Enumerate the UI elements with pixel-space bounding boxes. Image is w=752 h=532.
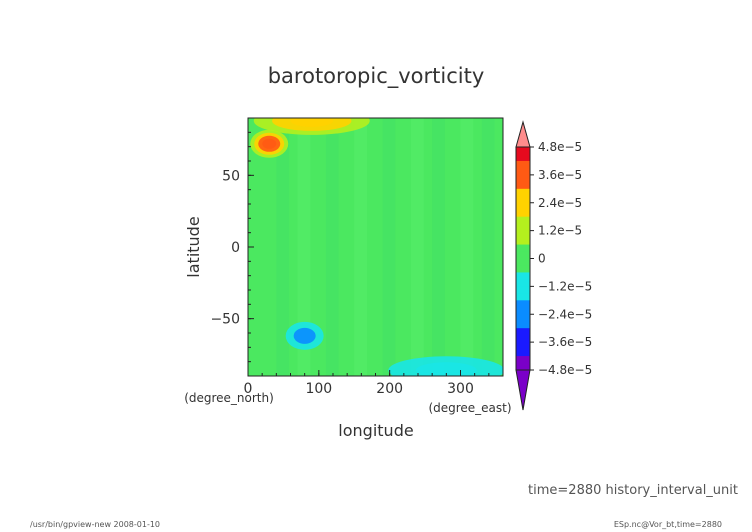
x-unit-label: (degree_east) — [428, 401, 511, 415]
source-label: ESp.nc@Vor_bt,time=2880 — [614, 520, 722, 529]
colorbar-bin — [516, 188, 530, 197]
colorbar-bin — [516, 195, 530, 204]
colorbar-label: −3.6e−5 — [538, 335, 592, 349]
texture-band — [432, 118, 445, 376]
y-unit-label: (degree_north) — [184, 391, 274, 405]
colorbar-label: −2.4e−5 — [538, 307, 592, 321]
colorbar-label: −1.2e−5 — [538, 279, 592, 293]
plot-area — [248, 118, 503, 376]
vorticity-feature — [290, 118, 334, 127]
colorbar-bin — [516, 314, 530, 322]
colorbar-bin — [516, 293, 530, 301]
y-tick-label: 0 — [231, 240, 240, 256]
colorbar-label: 4.8e−5 — [538, 140, 582, 154]
colorbar-bin — [516, 363, 530, 371]
colorbar-bin — [516, 307, 530, 315]
colorbar-bin — [516, 342, 530, 350]
colorbar-bin — [516, 223, 530, 232]
field-texture — [276, 118, 495, 376]
colorbar-label: 3.6e−5 — [538, 168, 582, 182]
field-features — [250, 118, 503, 376]
colorbar-bin — [516, 251, 530, 259]
texture-band — [297, 118, 311, 376]
colorbar-bin — [516, 167, 530, 176]
chart-title: barotoropic_vorticity — [268, 64, 485, 89]
vorticity-feature — [262, 138, 277, 149]
vorticity-feature — [293, 327, 316, 344]
texture-band — [382, 118, 396, 376]
time-label: time=2880 history_interval_unit — [528, 483, 738, 498]
texture-band — [460, 118, 474, 376]
x-tick-label: 100 — [305, 381, 332, 397]
colorbar-label: 1.2e−5 — [538, 224, 582, 238]
program-label: /usr/bin/gpview-new 2008-01-10 — [30, 520, 160, 529]
colorbar-bin — [516, 328, 530, 336]
colorbar-bin — [516, 202, 530, 211]
colorbar-bin — [516, 349, 530, 357]
colorbar-label: 2.4e−5 — [538, 196, 582, 210]
x-axis-label: longitude — [338, 421, 413, 440]
colorbar-bin — [516, 279, 530, 287]
colorbar-bin — [516, 265, 530, 273]
x-axis: 0 100 200 300 — [244, 370, 504, 397]
colorbar-bin — [516, 230, 530, 239]
colorbar-bin — [516, 160, 530, 169]
x-tick-label: 200 — [376, 381, 403, 397]
colorbar-label: 0 — [538, 252, 546, 266]
colorbar-bin — [516, 300, 530, 308]
colorbar-bin — [516, 286, 530, 294]
colorbar-bin — [516, 272, 530, 280]
colorbar-bin — [516, 356, 530, 364]
y-axis-label: latitude — [184, 216, 203, 277]
texture-band — [276, 118, 290, 376]
x-tick-label: 0 — [244, 381, 253, 397]
colorbar-bin — [516, 258, 530, 266]
colorbar-label: −4.8e−5 — [538, 363, 592, 377]
colorbar-bin — [516, 181, 530, 190]
texture-band — [354, 118, 367, 376]
texture-band — [410, 118, 424, 376]
colorbar-bin — [516, 209, 530, 218]
colorbar-bin — [516, 237, 530, 246]
y-axis: −50 0 50 — [210, 131, 254, 363]
colorbar-bottom-arrow — [515, 369, 531, 411]
colorbar-bin — [516, 335, 530, 343]
colorbar-top-arrow — [515, 120, 531, 148]
colorbar: 4.8e−5 3.6e−5 2.4e−5 1.2e−5 0 −1.2e−5 −2.4e−5 −… — [515, 120, 592, 411]
vorticity-feature — [415, 362, 477, 376]
y-tick-label: 50 — [222, 168, 240, 184]
colorbar-bin — [516, 153, 530, 162]
colorbar-bin — [516, 216, 530, 225]
texture-band — [325, 118, 339, 376]
colorbar-bin — [516, 244, 530, 253]
colorbar-bin — [516, 147, 530, 155]
colorbar-bin — [516, 174, 530, 183]
colorbar-bin — [516, 321, 530, 329]
x-tick-label: 300 — [447, 381, 474, 397]
texture-band — [481, 118, 495, 376]
y-tick-label: −50 — [210, 312, 240, 328]
